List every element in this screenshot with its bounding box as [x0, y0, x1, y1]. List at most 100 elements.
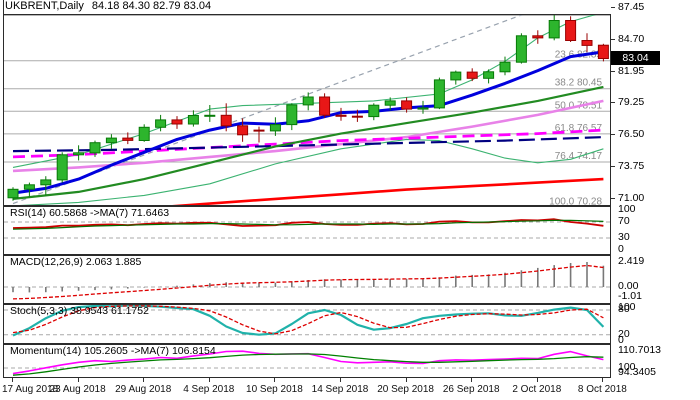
- candle-12-sep: [302, 92, 314, 111]
- price-axis-tick: [611, 198, 615, 200]
- indicator-axis-label: 30: [618, 231, 630, 243]
- candle-body: [532, 35, 544, 39]
- price-axis-tick: [611, 102, 615, 104]
- band-lower: [19, 138, 604, 205]
- indicator-axis-label: 0: [618, 334, 624, 346]
- ma-dark-green: [12, 85, 604, 200]
- candle-body: [450, 71, 462, 81]
- chart-title: UKBRENT,Daily 84.18 84.30 82.79 83.04: [5, 0, 211, 14]
- stoch-d-line: [12, 305, 604, 335]
- candle-body: [581, 40, 593, 46]
- price-axis-label: 87.45: [618, 0, 645, 13]
- candle-27-sep: [483, 69, 495, 84]
- price-axis: 87.45 84.70 81.95 79.25 76.50 73.75 71.00 100 70…: [611, 0, 700, 378]
- time-axis-tick: [143, 378, 145, 382]
- price-axis-label: 79.25: [618, 96, 645, 109]
- candle-body: [565, 20, 577, 41]
- price-axis-label: 73.75: [618, 160, 645, 173]
- candle-5-oct: [581, 33, 593, 52]
- candle-body: [220, 114, 232, 127]
- candle-body: [548, 20, 560, 39]
- candle-body: [335, 114, 347, 117]
- momentum-panel[interactable]: Momentum(14) 105.2605 ->MA(7) 106.8154: [3, 344, 611, 378]
- candle-body: [187, 115, 199, 125]
- price-axis-tick: [611, 38, 615, 40]
- candle-6-sep: [237, 118, 249, 142]
- fib-level-label-38.2: 38.2 80.45: [555, 78, 603, 89]
- candle-30-aug: [155, 114, 167, 132]
- ma-magenta: [12, 128, 604, 159]
- candle-body: [56, 154, 68, 181]
- indicator-axis-label: 80: [618, 303, 630, 316]
- candle-body: [483, 71, 495, 79]
- indicator-axis-label: 100: [618, 361, 636, 373]
- ma-red-slow: [172, 177, 604, 205]
- candle-17-aug: [7, 187, 19, 201]
- candle-8-oct: [597, 43, 609, 62]
- candle-body: [171, 119, 183, 125]
- macd-plot: [4, 262, 610, 300]
- candle-body: [302, 96, 314, 106]
- candle-3-oct: [548, 15, 560, 41]
- candle-body: [89, 142, 101, 154]
- indicator-axis-label: 0.00: [618, 280, 639, 292]
- candle-body: [499, 61, 511, 73]
- time-axis-tick: [405, 378, 407, 382]
- rsi-panel[interactable]: RSI(14) 60.5868 ->MA(7) 71.6463: [3, 206, 611, 255]
- stochastic-plot: [4, 305, 610, 337]
- time-axis-tick: [602, 378, 604, 382]
- candle-body: [433, 79, 445, 109]
- indicator-axis-label: 110.7013: [618, 343, 662, 356]
- time-axis-tick: [12, 378, 13, 382]
- candle-4-oct: [565, 16, 577, 42]
- candle-20-sep: [401, 97, 413, 113]
- candle-body: [515, 35, 527, 63]
- price-axis-label: 71.00: [618, 192, 645, 205]
- rsi-ma-line: [12, 219, 604, 230]
- price-axis-label: 81.95: [618, 64, 645, 77]
- candle-body: [40, 179, 52, 186]
- candle-27-aug: [105, 134, 117, 149]
- candle-25-sep: [450, 70, 462, 85]
- price-axis-tick: [611, 6, 615, 8]
- price-axis-label: 76.50: [618, 128, 645, 141]
- candle-body: [73, 152, 85, 156]
- candle-body: [351, 115, 363, 118]
- candle-21-aug: [40, 176, 52, 196]
- time-axis-label: 26 Sep 2018: [442, 384, 500, 395]
- time-axis-label: 14 Sep 2018: [311, 384, 369, 395]
- candle-26-sep: [466, 68, 478, 82]
- candle-body: [368, 104, 380, 118]
- candle-17-sep: [351, 109, 363, 122]
- rsi-line: [12, 218, 604, 229]
- candle-1-oct: [515, 33, 527, 64]
- price-axis-tick: [611, 166, 615, 168]
- indicator-axis-label: 2.419: [618, 254, 645, 267]
- candle-3-sep: [187, 110, 199, 127]
- candle-24-sep: [433, 77, 445, 110]
- rsi-indicator-label: RSI(14) 60.5868 ->MA(7) 71.6463: [10, 207, 170, 219]
- stochastic-panel[interactable]: Stoch(5,3,3) 38.9543 61.1752: [3, 304, 611, 344]
- indicator-axis-label: -1.01: [618, 290, 642, 303]
- candle-28-aug: [122, 132, 134, 145]
- candle-23-aug: [73, 145, 85, 161]
- candle-body: [319, 96, 331, 116]
- indicator-axis-label: 0: [618, 243, 624, 255]
- macd-panel[interactable]: MACD(12,26,9) 2.063 1.885: [3, 255, 611, 304]
- candle-body: [286, 104, 298, 126]
- time-axis-tick: [340, 378, 341, 382]
- candle-18-sep: [368, 103, 380, 121]
- trendline-dashed: [12, 15, 524, 205]
- plot-left-border: [3, 0, 4, 14]
- candle-body: [105, 137, 117, 144]
- candle-10-sep: [269, 117, 281, 136]
- candle-body: [122, 137, 134, 141]
- candle-body: [155, 119, 167, 128]
- symbol-period-label: UKBRENT,Daily: [5, 0, 84, 12]
- fib-level-label-100.0: 100.0 70.28: [549, 196, 602, 205]
- price-axis-tick: [611, 70, 615, 72]
- candle-body: [253, 129, 265, 132]
- time-axis[interactable]: 17 Aug 2018 23 Aug 2018 29 Aug 2018 4 Sep 2…: [0, 378, 700, 400]
- indicator-axis-label: 70: [618, 215, 630, 227]
